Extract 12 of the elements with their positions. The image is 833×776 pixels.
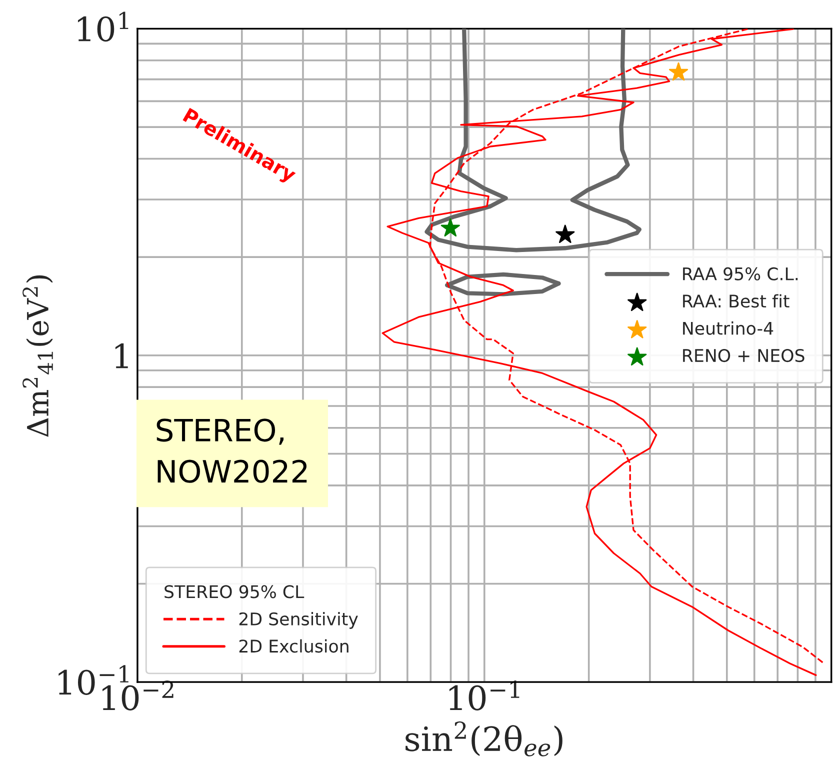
- legend-label: RAA: Best fit: [683, 294, 790, 308]
- legend-label: RAA 95% C.L.: [683, 267, 798, 280]
- annotation: STEREO, NOW2022: [156, 418, 307, 483]
- legend-label: 2D Exclusion: [239, 639, 348, 653]
- y-axis-title: Δm$^{2}$$_{41}$(eV$^{2}$): [22, 275, 53, 437]
- y-tick-label: 1: [115, 343, 128, 368]
- x-axis-title: sin$^{2}$(2θ$_{ee}$): [406, 721, 562, 756]
- legend-label: Neutrino-4: [683, 321, 774, 335]
- legend-label: 2D Sensitivity: [239, 612, 358, 629]
- y-tick-label: 10$^{1}$: [78, 12, 128, 42]
- legend-title: STEREO 95% CL: [164, 585, 304, 598]
- legend-label: RENO + NEOS: [683, 348, 804, 362]
